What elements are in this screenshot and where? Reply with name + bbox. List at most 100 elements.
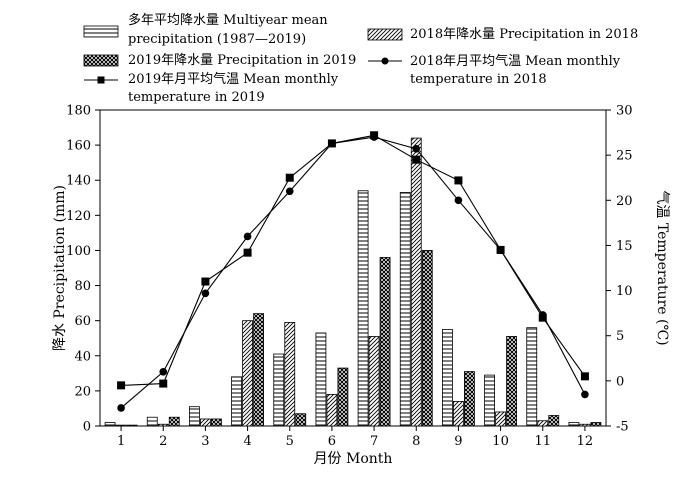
y-left-tick-label: 160 — [66, 139, 91, 154]
legend-marker-t2018 — [381, 57, 389, 65]
bar-hlines-month-12 — [568, 422, 580, 427]
bar-diag-month-5 — [284, 322, 296, 427]
bar-diag-month-4 — [242, 320, 253, 427]
y-right-tick-label: 30 — [616, 104, 633, 119]
bar-layer — [104, 137, 602, 427]
y-right-tick-label: -5 — [616, 420, 629, 435]
x-tick-label: 2 — [159, 434, 167, 449]
y-left-tick-label: 20 — [74, 384, 91, 399]
bar-cross-month-4 — [253, 313, 264, 427]
x-tick-label: 12 — [577, 434, 594, 449]
y-right-tick-label: 10 — [616, 284, 633, 299]
legend-label-multiyear-2: precipitation (1987—2019) — [128, 32, 306, 47]
y-left-tick-label: 140 — [66, 174, 91, 189]
y-right-tick-label: 20 — [616, 194, 633, 209]
temp-marker-square — [580, 372, 589, 381]
temp-marker-square — [201, 277, 210, 286]
legend-label-t2019-2: temperature in 2019 — [128, 90, 265, 105]
x-tick-label: 6 — [328, 434, 336, 449]
bar-cross-month-1 — [126, 424, 138, 427]
y-left-tick-label: 180 — [66, 104, 91, 119]
bar-hlines-month-10 — [484, 374, 495, 427]
bar-hlines-month-3 — [189, 406, 200, 427]
bar-hlines-month-2 — [146, 416, 158, 427]
y-right-tick-label: 0 — [616, 374, 624, 389]
bar-cross-month-11 — [548, 415, 560, 427]
y-left-tick-label: 40 — [74, 349, 91, 364]
bar-diag-month-12 — [579, 423, 591, 427]
y-axis-left-label: 降水 Precipitation (mm) — [52, 185, 68, 351]
y-right-tick-label: 25 — [616, 149, 633, 164]
legend: 多年平均降水量 Multiyear mean precipitation (19… — [83, 12, 638, 105]
bar-diag-month-9 — [453, 401, 464, 427]
bar-cross-month-8 — [421, 250, 433, 427]
temp-marker-circle — [117, 404, 125, 412]
bar-cross-month-3 — [211, 418, 222, 427]
y-left-tick-label: 80 — [74, 279, 91, 294]
temp-marker-circle — [581, 390, 589, 399]
x-tick-label: 5 — [286, 434, 294, 449]
legend-swatch-2018 — [367, 28, 403, 41]
legend-label-t2018-1: 2018年月平均气温 Mean monthly — [410, 53, 621, 69]
legend-label-multiyear-1: 多年平均降水量 Multiyear mean — [128, 12, 328, 28]
bar-diag-month-7 — [368, 336, 380, 427]
right-axis-ticks: -5 0 5 10 15 20 25 30 — [606, 104, 633, 435]
temp-marker-square — [412, 155, 421, 164]
bar-diag-month-10 — [495, 411, 506, 427]
bar-cross-month-9 — [464, 371, 475, 427]
bar-hlines-month-11 — [526, 327, 538, 427]
temp-marker-circle — [328, 139, 336, 148]
left-axis-ticks: 0 20 40 60 80 100 120 140 160 180 — [66, 104, 100, 435]
bar-cross-month-12 — [590, 422, 602, 427]
bar-cross-month-5 — [295, 413, 307, 427]
x-axis-label: 月份 Month — [314, 451, 393, 467]
y-left-tick-label: 100 — [66, 244, 91, 259]
temperature-line-circle — [120, 136, 586, 409]
temp-marker-square — [117, 381, 126, 390]
x-tick-label: 4 — [243, 434, 251, 449]
x-axis-ticks: 1 2 3 4 5 6 7 8 9 10 11 12 — [117, 426, 593, 449]
x-tick-label: 7 — [370, 434, 378, 449]
y-right-tick-label: 15 — [616, 239, 633, 254]
temp-marker-circle — [201, 289, 210, 298]
bar-diag-month-6 — [326, 393, 338, 427]
bar-diag-month-1 — [115, 424, 127, 427]
bar-cross-month-2 — [168, 416, 180, 427]
legend-label-t2019-1: 2019年月平均气温 Mean monthly — [128, 71, 339, 87]
temp-marker-square — [454, 176, 463, 185]
bar-diag-month-8 — [410, 137, 422, 427]
bar-hlines-month-7 — [357, 190, 369, 427]
legend-marker-t2019 — [97, 76, 105, 84]
x-tick-label: 1 — [117, 434, 125, 449]
temp-marker-circle — [496, 246, 505, 254]
temp-marker-square — [285, 173, 294, 182]
temp-marker-circle — [370, 133, 378, 141]
x-tick-label: 9 — [454, 434, 462, 449]
legend-swatch-multiyear — [83, 25, 119, 38]
bar-hlines-month-4 — [231, 376, 242, 427]
bar-diag-month-11 — [537, 420, 549, 427]
temp-marker-circle — [285, 187, 294, 196]
y-axis-right-label: 气温 Temperature (℃) — [654, 190, 670, 345]
x-tick-label: 8 — [412, 434, 420, 449]
legend-label-2018: 2018年降水量 Precipitation in 2018 — [410, 27, 638, 42]
legend-swatch-2019 — [83, 54, 119, 67]
bar-cross-month-10 — [506, 336, 517, 427]
y-right-tick-label: 5 — [616, 329, 624, 344]
y-left-tick-label: 0 — [83, 420, 91, 435]
bar-cross-month-6 — [337, 367, 349, 427]
legend-label-t2018-2: temperature in 2018 — [410, 72, 547, 87]
temp-marker-circle — [538, 311, 547, 319]
temp-marker-square — [159, 379, 168, 388]
temp-marker-circle — [454, 196, 463, 205]
legend-label-2019: 2019年降水量 Precipitation in 2019 — [128, 53, 356, 68]
temp-marker-square — [243, 248, 252, 257]
bar-hlines-month-1 — [104, 422, 116, 427]
temp-marker-circle — [412, 145, 421, 153]
x-tick-label: 11 — [534, 434, 551, 449]
bar-hlines-month-9 — [442, 329, 453, 427]
y-left-tick-label: 120 — [66, 209, 91, 224]
x-tick-label: 3 — [201, 434, 209, 449]
